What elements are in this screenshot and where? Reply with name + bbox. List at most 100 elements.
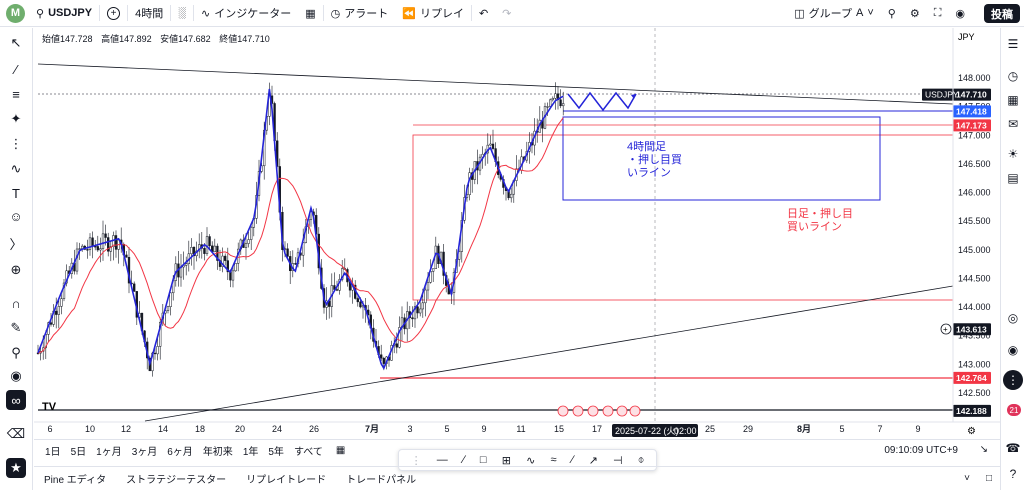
range-button[interactable]: 5日 (70, 447, 87, 458)
link-icon[interactable]: ∞ (6, 390, 26, 410)
ray-icon[interactable]: ∕ (462, 454, 465, 466)
price-line-icon[interactable]: ⊣ (613, 454, 623, 467)
brush-icon[interactable]: ∿ (10, 161, 22, 176)
candle-body (268, 95, 271, 117)
quick-search-button[interactable]: ⚲ (881, 0, 903, 27)
text-icon[interactable]: T (12, 185, 20, 201)
chat-icon[interactable]: ✉ (1007, 117, 1019, 131)
drag-handle-icon[interactable]: ⋮ (410, 454, 422, 467)
range-button[interactable]: 6ヶ月 (167, 447, 193, 458)
undo-button[interactable]: ↶ (472, 0, 495, 27)
snapshot-button[interactable]: ◉ (948, 0, 972, 27)
path-icon[interactable]: ∿ (526, 454, 536, 467)
rectangle-icon[interactable]: □ (479, 454, 487, 466)
fullscreen-icon: ⛶ (933, 6, 942, 19)
time-tick: 9 (915, 424, 920, 434)
projection-icon[interactable]: ⋮ (9, 136, 23, 151)
user-avatar[interactable]: M (6, 3, 25, 23)
collapse-icon[interactable]: ↘ (979, 444, 988, 455)
lock-icon[interactable]: ⚲ (11, 345, 21, 360)
candle-body (151, 352, 154, 372)
group-label: グループ (808, 8, 852, 20)
time-tick: 25 (705, 424, 715, 434)
maximize-icon[interactable]: □ (985, 473, 992, 484)
pattern-icon[interactable]: ✦ (10, 111, 22, 126)
price-label-bg (953, 105, 991, 118)
cursor-icon[interactable]: ↖ (10, 35, 22, 50)
panel-tab[interactable]: リプレイトレード (246, 475, 327, 486)
candle-body (419, 308, 422, 314)
redo-button[interactable]: ↷ (495, 0, 518, 27)
indicators-button[interactable]: ∿ インジケーター (194, 0, 298, 27)
panel-tab[interactable]: Pine エディタ (44, 475, 107, 486)
panel-tab[interactable]: トレードパネル (346, 475, 417, 486)
candle-body (244, 243, 248, 248)
candle-body (450, 292, 453, 295)
candle-body (536, 130, 539, 133)
camera-icon: ◉ (955, 7, 965, 20)
stream-icon[interactable]: ◉ (1007, 343, 1019, 357)
watchlist-icon[interactable]: ☰ (1007, 37, 1019, 51)
chevron-down-icon[interactable]: ˅ (964, 473, 970, 484)
range-button[interactable]: 1日 (45, 447, 61, 458)
emoji-icon[interactable]: ☺ (9, 208, 23, 224)
apps-icon[interactable]: ⋮ (1003, 370, 1023, 390)
candle-body (403, 317, 406, 330)
range-button[interactable]: 1年 (242, 447, 259, 458)
news-icon[interactable]: ▤ (1007, 171, 1019, 185)
candle-body (471, 172, 474, 180)
hline-icon[interactable]: — (436, 454, 448, 466)
range-button[interactable]: 年初来 (202, 447, 233, 458)
range-button[interactable]: すべて (293, 447, 323, 458)
candle-body (265, 116, 268, 131)
eye-icon[interactable]: ◉ (10, 368, 22, 383)
star-icon[interactable]: ★ (6, 458, 26, 478)
candle-body (190, 247, 193, 255)
ruler-icon[interactable]: 〉 (9, 236, 23, 252)
add-price-icon[interactable]: + (940, 323, 952, 335)
candle-body (208, 236, 211, 247)
candle-body (120, 239, 123, 245)
vline-icon[interactable]: ⌽ (637, 453, 645, 466)
lock-drawing-icon[interactable]: ✎ (10, 320, 22, 335)
candle-body (65, 270, 68, 284)
candle-body (73, 262, 76, 272)
goto-date-icon[interactable]: ▦ (335, 445, 346, 456)
crosshair-icon[interactable]: ⊞ (501, 454, 511, 467)
candle-body (185, 263, 188, 266)
group-button[interactable]: ◫ グループ A ˅ (787, 0, 881, 27)
panel-tab[interactable]: ストラテジーテスター (126, 475, 227, 486)
candle-body (252, 218, 255, 228)
alert-button[interactable]: ◷ アラート (324, 0, 396, 27)
zoom-in-icon[interactable]: ⊕ (10, 262, 22, 277)
trendline-icon[interactable]: ∕ (14, 61, 18, 77)
help-icon[interactable]: ? (1009, 467, 1017, 481)
calendar-icon[interactable]: ▦ (1007, 93, 1019, 107)
magnet-icon[interactable]: ∩ (11, 295, 21, 311)
target-icon[interactable]: ◎ (1007, 311, 1019, 325)
publish-button[interactable]: 投稿 (984, 4, 1020, 23)
settings-button[interactable]: ⚙ (903, 0, 927, 27)
axis-settings-icon[interactable]: ⚙ (967, 426, 976, 437)
ideas-icon[interactable]: ☀ (1007, 147, 1019, 161)
trash-icon[interactable]: ⌫ (6, 426, 26, 441)
replay-button[interactable]: ⏪ リプレイ (395, 0, 471, 27)
range-button[interactable]: 5年 (268, 447, 284, 458)
fullscreen-button[interactable]: ⛶ (927, 0, 949, 27)
interval-button[interactable]: 4時間 (128, 0, 170, 27)
alerts-icon[interactable]: ◷ (1007, 69, 1019, 83)
compare-button[interactable]: + (100, 0, 127, 27)
upper-trendline (37, 63, 954, 105)
line-icon[interactable]: ∕ (571, 454, 574, 466)
chart-type-button[interactable]: ░ (171, 0, 193, 27)
range-button[interactable]: 1ヶ月 (96, 447, 122, 458)
symbol-search[interactable]: ⚲ USDJPY (29, 0, 99, 27)
layouts-button[interactable]: ▦ (298, 0, 322, 27)
range-button[interactable]: 3ヶ月 (131, 447, 158, 458)
arrow-icon[interactable]: ↗ (588, 454, 598, 467)
fib-icon[interactable]: ≡ (12, 86, 20, 102)
wave-icon[interactable]: ≈ (550, 454, 557, 466)
notifications-icon[interactable]: ☎ (1005, 441, 1021, 455)
candle-body (36, 352, 40, 354)
